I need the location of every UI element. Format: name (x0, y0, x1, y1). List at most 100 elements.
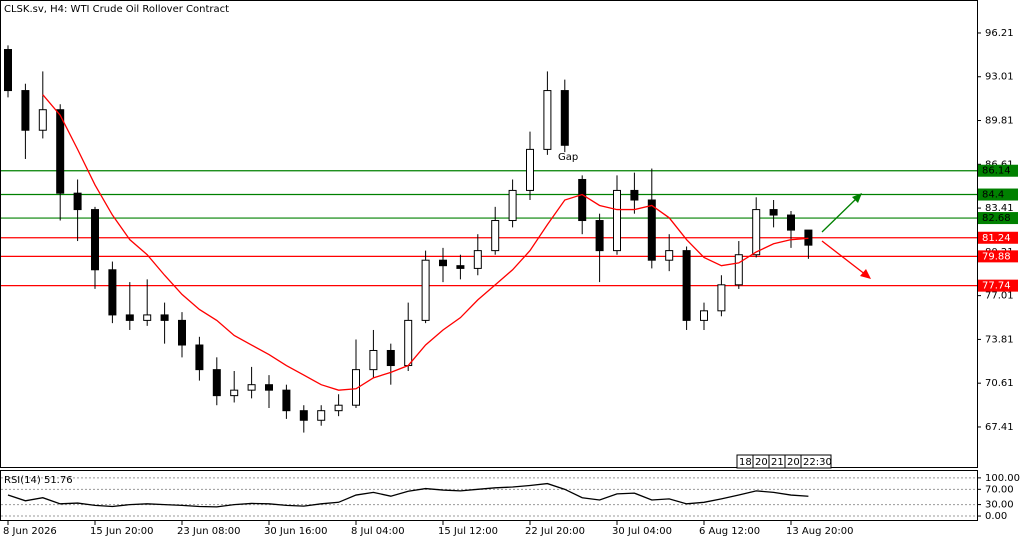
level-label: 79.88 (982, 251, 1011, 262)
candle-body (247, 384, 256, 391)
x-tick-label: 22 Jul 20:00 (525, 526, 585, 537)
level-label: 81.24 (982, 233, 1011, 244)
candle-body (630, 189, 639, 201)
candle-body (56, 109, 65, 194)
candle-body (108, 269, 117, 316)
rsi-line (7, 482, 809, 508)
candle-body (4, 49, 12, 92)
candle-body (230, 389, 239, 397)
candle-body (212, 369, 221, 397)
time-label: 20 (755, 457, 768, 468)
candle-body (456, 265, 465, 269)
candle-body (787, 214, 795, 231)
time-label-box (800, 454, 832, 469)
chart-title: CLSK.sv, H4: WTI Crude Oil Rollover Cont… (4, 4, 229, 15)
x-tick-label: 15 Jun 20:00 (90, 526, 154, 537)
down-arrow-head (860, 269, 871, 279)
candle-body (282, 389, 291, 412)
level-label-box (978, 188, 1018, 201)
candle-body (752, 209, 761, 256)
x-tick-label: 13 Aug 20:00 (786, 526, 853, 537)
level-label-box (978, 250, 1018, 263)
candle-body (613, 189, 621, 252)
candle-body (595, 220, 604, 252)
candle-body (404, 319, 413, 367)
candle-body (265, 384, 273, 391)
time-label: 20 (787, 457, 800, 468)
candle-body (317, 410, 326, 421)
candle-body (160, 314, 169, 321)
y-tick-label: 83.41 (985, 203, 1014, 214)
y-tick-label: 30.00 (985, 500, 1014, 511)
level-label-box (978, 231, 1018, 244)
candle-body (665, 250, 674, 261)
up-arrow-head (852, 193, 862, 203)
candle-body (386, 349, 395, 367)
x-tick-label: 30 Jul 04:00 (612, 526, 672, 537)
x-tick-label: 6 Aug 12:00 (699, 526, 760, 537)
candle-body (734, 254, 743, 286)
candle-body (717, 284, 726, 312)
x-tick-label: 8 Jun 2026 (3, 526, 57, 537)
candle-body (91, 209, 99, 271)
x-tick-label: 30 Jun 16:00 (264, 526, 328, 537)
candle-body (369, 349, 378, 371)
y-tick-label: 70.00 (985, 484, 1014, 495)
candle-body (73, 192, 82, 211)
candle-body (647, 199, 656, 261)
candle-body (439, 259, 447, 267)
y-tick-label: 77.01 (985, 291, 1014, 302)
level-label-box (978, 212, 1018, 225)
rsi-panel (0, 470, 978, 521)
candle-body (700, 310, 708, 321)
down-arrow (821, 240, 867, 276)
candle-body (299, 410, 308, 421)
candle-body (526, 148, 534, 191)
candle-body (560, 90, 569, 146)
time-label: 21 (771, 457, 784, 468)
candle-body (195, 344, 204, 371)
candle-body (125, 314, 134, 321)
candle-body (143, 314, 152, 321)
y-tick-label: 93.01 (985, 72, 1014, 83)
level-label: 82.68 (982, 213, 1011, 224)
candle-body (473, 250, 482, 269)
y-tick-label: 70.61 (985, 378, 1014, 389)
x-tick-label: 23 Jun 08:00 (177, 526, 241, 537)
y-tick-label: 89.81 (985, 116, 1014, 127)
y-tick-label: 73.81 (985, 334, 1014, 345)
candle-body (334, 404, 343, 412)
y-tick-label: 67.41 (985, 422, 1014, 433)
level-label: 86.14 (982, 166, 1011, 177)
candle-body (508, 189, 517, 222)
price-panel (0, 0, 978, 468)
y-tick-label: 100.00 (985, 473, 1020, 484)
level-label-box (978, 279, 1018, 292)
y-tick-label: 0.00 (985, 511, 1007, 522)
candle-body (178, 319, 186, 346)
arrows (821, 193, 871, 279)
candle-body (804, 229, 813, 246)
level-label: 77.74 (982, 281, 1011, 292)
y-tick-label: 96.21 (985, 28, 1014, 39)
candle-body (543, 90, 552, 150)
candle-body (21, 90, 30, 131)
candle-body (491, 220, 500, 252)
candle-body (421, 259, 430, 321)
level-label-box (978, 164, 1018, 177)
moving-average (42, 94, 809, 391)
x-tick-label: 15 Jul 12:00 (438, 526, 498, 537)
time-label: 18: (739, 457, 755, 468)
candle-body (682, 250, 691, 321)
x-tick-label: 8 Jul 04:00 (351, 526, 405, 537)
candle-body (769, 209, 778, 216)
candle-body (578, 178, 587, 222)
level-label: 84.4 (982, 190, 1004, 201)
time-label: 22:30 (803, 457, 832, 468)
rsi-title: RSI(14) 51.76 (4, 475, 73, 486)
candle-body (38, 109, 47, 131)
up-arrow (821, 196, 859, 233)
annotation: Gap (558, 152, 578, 163)
